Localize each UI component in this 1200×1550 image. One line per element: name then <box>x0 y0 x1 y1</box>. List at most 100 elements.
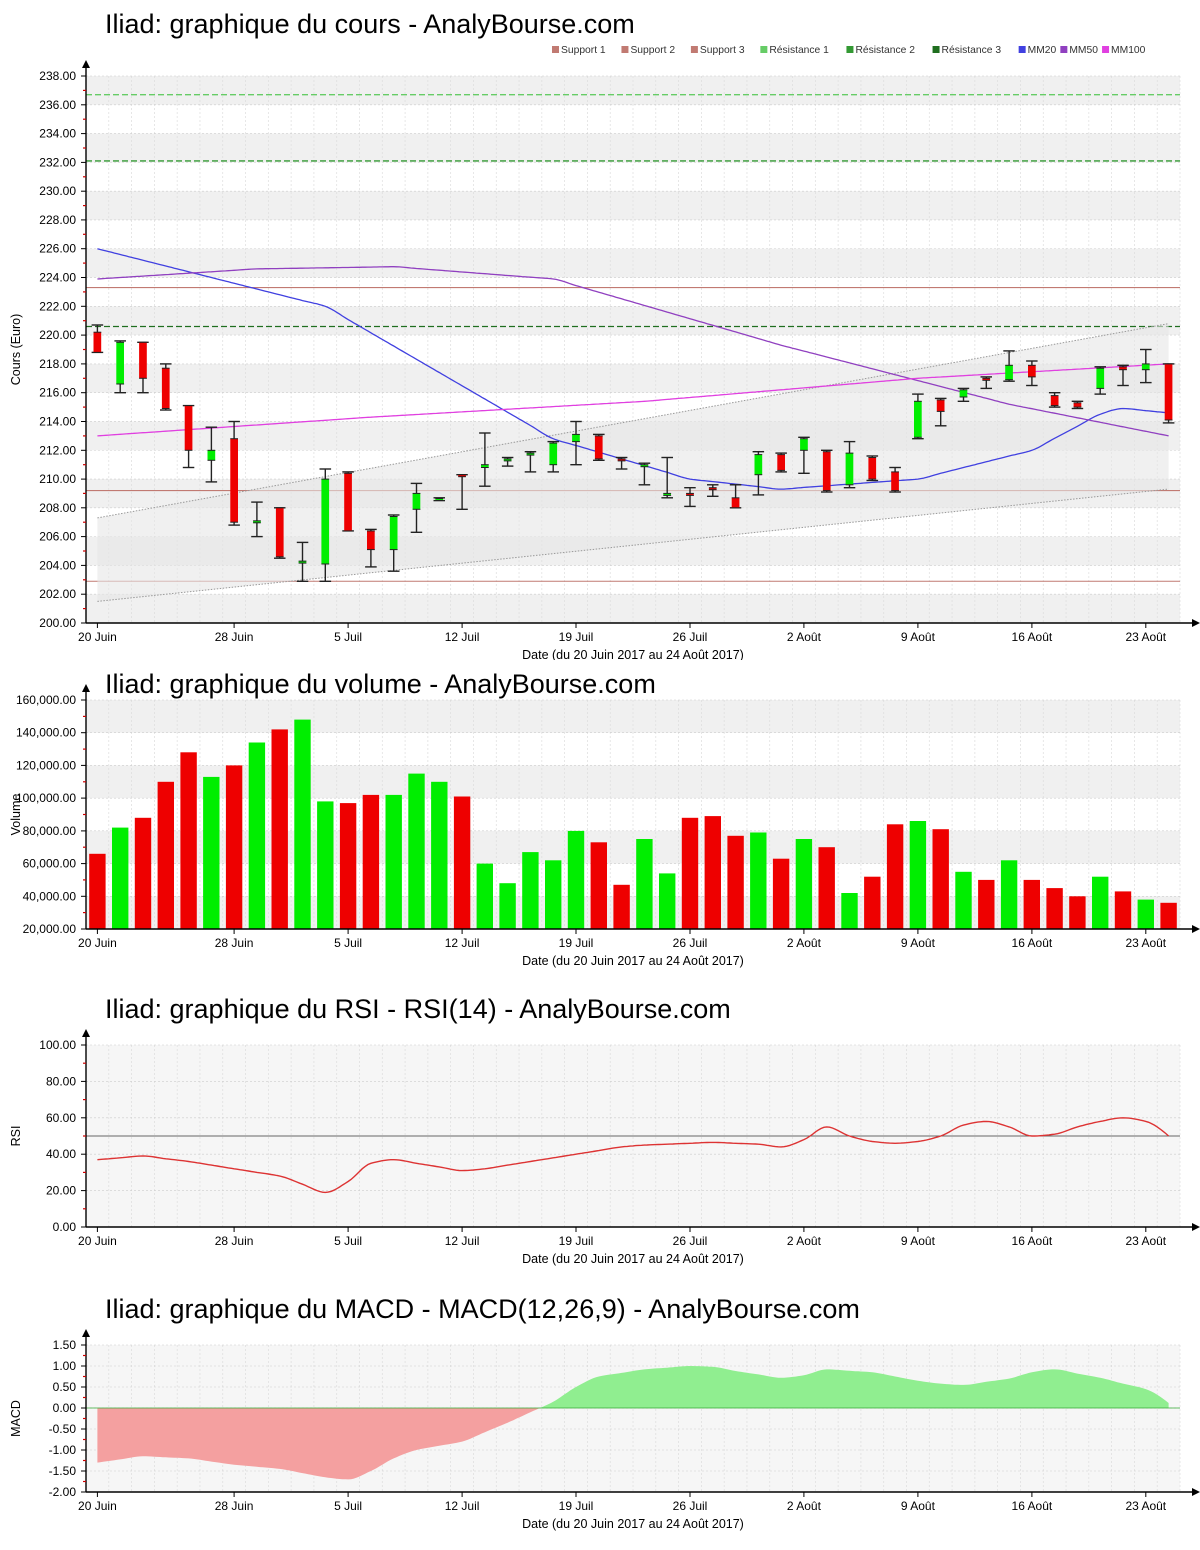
svg-text:Date (du 20 Juin 2017 au 24 Ao: Date (du 20 Juin 2017 au 24 Août 2017) <box>522 1252 744 1266</box>
svg-text:20,000.00: 20,000.00 <box>23 922 77 936</box>
svg-text:140,000.00: 140,000.00 <box>16 726 76 740</box>
svg-text:16 Août: 16 Août <box>1012 1234 1053 1248</box>
svg-text:Support 2: Support 2 <box>630 45 675 56</box>
svg-text:1.00: 1.00 <box>53 1359 77 1373</box>
svg-text:226.00: 226.00 <box>39 242 76 256</box>
svg-text:20 Juin: 20 Juin <box>78 1234 117 1248</box>
svg-text:230.00: 230.00 <box>39 184 76 198</box>
svg-text:-2.00: -2.00 <box>49 1485 77 1499</box>
svg-text:MACD: MACD <box>9 1400 23 1437</box>
svg-text:19 Juil: 19 Juil <box>559 630 594 644</box>
svg-text:120,000.00: 120,000.00 <box>16 758 76 772</box>
svg-text:23 Août: 23 Août <box>1125 1499 1166 1513</box>
svg-text:26 Juil: 26 Juil <box>673 630 708 644</box>
svg-text:206.00: 206.00 <box>39 530 76 544</box>
svg-text:100.00: 100.00 <box>39 1038 76 1052</box>
svg-text:19 Juil: 19 Juil <box>559 936 594 950</box>
svg-text:0.00: 0.00 <box>53 1220 77 1234</box>
svg-text:216.00: 216.00 <box>39 386 76 400</box>
svg-text:212.00: 212.00 <box>39 443 76 457</box>
svg-text:20 Juin: 20 Juin <box>78 936 117 950</box>
svg-text:232.00: 232.00 <box>39 155 76 169</box>
svg-text:218.00: 218.00 <box>39 357 76 371</box>
svg-text:20 Juin: 20 Juin <box>78 1499 117 1513</box>
svg-text:80,000.00: 80,000.00 <box>23 824 77 838</box>
svg-text:-1.00: -1.00 <box>49 1443 77 1457</box>
svg-text:Volume: Volume <box>9 794 23 836</box>
svg-text:2 Août: 2 Août <box>787 936 822 950</box>
svg-text:12 Juil: 12 Juil <box>445 630 480 644</box>
svg-text:208.00: 208.00 <box>39 501 76 515</box>
svg-text:16 Août: 16 Août <box>1012 1499 1053 1513</box>
svg-text:16 Août: 16 Août <box>1012 630 1053 644</box>
svg-text:160,000.00: 160,000.00 <box>16 693 76 707</box>
svg-text:Support 3: Support 3 <box>700 45 745 56</box>
svg-text:Iliad: graphique du MACD - MAC: Iliad: graphique du MACD - MACD(12,26,9)… <box>105 1294 860 1324</box>
svg-text:Support 1: Support 1 <box>561 45 606 56</box>
svg-text:Date (du 20 Juin 2017 au 24 Ao: Date (du 20 Juin 2017 au 24 Août 2017) <box>522 954 744 968</box>
svg-text:Iliad: graphique du RSI - RSI(: Iliad: graphique du RSI - RSI(14) - Anal… <box>105 994 731 1024</box>
svg-text:2 Août: 2 Août <box>787 1234 822 1248</box>
svg-text:60.00: 60.00 <box>46 1111 76 1125</box>
svg-text:26 Juil: 26 Juil <box>673 936 708 950</box>
svg-text:222.00: 222.00 <box>39 299 76 313</box>
svg-text:MM100: MM100 <box>1111 45 1146 56</box>
svg-text:202.00: 202.00 <box>39 587 76 601</box>
svg-text:26 Juil: 26 Juil <box>673 1234 708 1248</box>
svg-text:20.00: 20.00 <box>46 1184 76 1198</box>
svg-text:MM20: MM20 <box>1028 45 1057 56</box>
svg-text:-1.50: -1.50 <box>49 1464 77 1478</box>
svg-text:RSI: RSI <box>9 1126 23 1147</box>
svg-text:Date (du 20 Juin 2017 au 24 Ao: Date (du 20 Juin 2017 au 24 Août 2017) <box>522 648 744 660</box>
svg-text:200.00: 200.00 <box>39 616 76 630</box>
svg-text:220.00: 220.00 <box>39 328 76 342</box>
svg-text:0.00: 0.00 <box>53 1401 77 1415</box>
svg-text:23 Août: 23 Août <box>1125 1234 1166 1248</box>
svg-text:Résistance 1: Résistance 1 <box>769 45 829 56</box>
svg-text:9 Août: 9 Août <box>901 1234 936 1248</box>
svg-text:23 Août: 23 Août <box>1125 630 1166 644</box>
svg-text:26 Juil: 26 Juil <box>673 1499 708 1513</box>
svg-text:12 Juil: 12 Juil <box>445 936 480 950</box>
svg-text:23 Août: 23 Août <box>1125 936 1166 950</box>
svg-text:Iliad: graphique du cours - An: Iliad: graphique du cours - AnalyBourse.… <box>105 9 635 39</box>
svg-text:12 Juil: 12 Juil <box>445 1234 480 1248</box>
svg-text:234.00: 234.00 <box>39 127 76 141</box>
svg-text:9 Août: 9 Août <box>901 936 936 950</box>
svg-text:MM50: MM50 <box>1069 45 1098 56</box>
svg-text:60,000.00: 60,000.00 <box>23 857 77 871</box>
svg-text:40,000.00: 40,000.00 <box>23 889 77 903</box>
svg-text:204.00: 204.00 <box>39 558 76 572</box>
svg-text:19 Juil: 19 Juil <box>559 1499 594 1513</box>
svg-text:Cours (Euro): Cours (Euro) <box>9 314 23 386</box>
svg-text:224.00: 224.00 <box>39 271 76 285</box>
svg-text:5 Juil: 5 Juil <box>334 936 362 950</box>
svg-text:228.00: 228.00 <box>39 213 76 227</box>
svg-text:5 Juil: 5 Juil <box>334 1234 362 1248</box>
svg-text:Résistance 3: Résistance 3 <box>942 45 1002 56</box>
svg-text:1.50: 1.50 <box>53 1338 77 1352</box>
svg-text:236.00: 236.00 <box>39 98 76 112</box>
svg-text:16 Août: 16 Août <box>1012 936 1053 950</box>
svg-text:-0.50: -0.50 <box>49 1422 77 1436</box>
svg-text:Résistance 2: Résistance 2 <box>855 45 915 56</box>
svg-text:40.00: 40.00 <box>46 1147 76 1161</box>
svg-text:12 Juil: 12 Juil <box>445 1499 480 1513</box>
svg-text:2 Août: 2 Août <box>787 1499 822 1513</box>
svg-text:28 Juin: 28 Juin <box>215 1234 254 1248</box>
svg-text:19 Juil: 19 Juil <box>559 1234 594 1248</box>
svg-text:238.00: 238.00 <box>39 69 76 83</box>
svg-text:28 Juin: 28 Juin <box>215 630 254 644</box>
svg-text:28 Juin: 28 Juin <box>215 936 254 950</box>
svg-text:2 Août: 2 Août <box>787 630 822 644</box>
svg-text:9 Août: 9 Août <box>901 1499 936 1513</box>
svg-text:100,000.00: 100,000.00 <box>16 791 76 805</box>
svg-text:214.00: 214.00 <box>39 415 76 429</box>
svg-text:9 Août: 9 Août <box>901 630 936 644</box>
svg-text:20 Juin: 20 Juin <box>78 630 117 644</box>
svg-text:Date (du 20 Juin 2017 au 24 Ao: Date (du 20 Juin 2017 au 24 Août 2017) <box>522 1517 744 1531</box>
svg-text:5 Juil: 5 Juil <box>334 630 362 644</box>
svg-text:210.00: 210.00 <box>39 472 76 486</box>
svg-text:0.50: 0.50 <box>53 1380 77 1394</box>
svg-text:28 Juin: 28 Juin <box>215 1499 254 1513</box>
